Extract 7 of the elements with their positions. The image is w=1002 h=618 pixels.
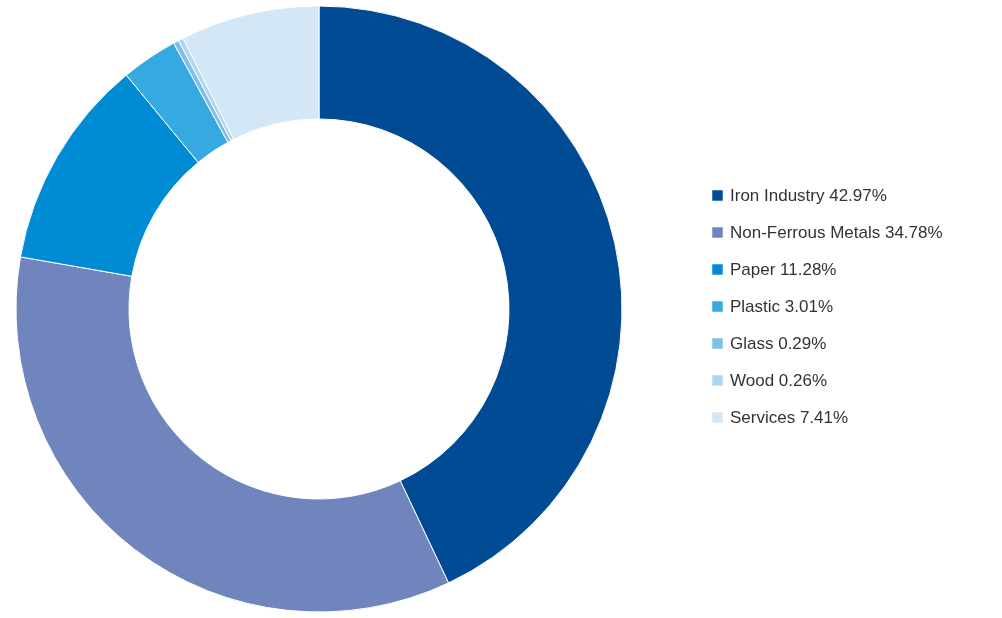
legend-label: Non-Ferrous Metals 34.78% [730,222,943,242]
legend-label: Wood 0.26% [730,370,828,390]
legend-label: Iron Industry 42.97% [730,185,887,205]
legend-label: Plastic 3.01% [730,296,833,316]
legend-label: Glass 0.29% [730,333,827,353]
legend-label: Paper 11.28% [730,259,837,279]
legend-label: Services 7.41% [730,407,849,427]
